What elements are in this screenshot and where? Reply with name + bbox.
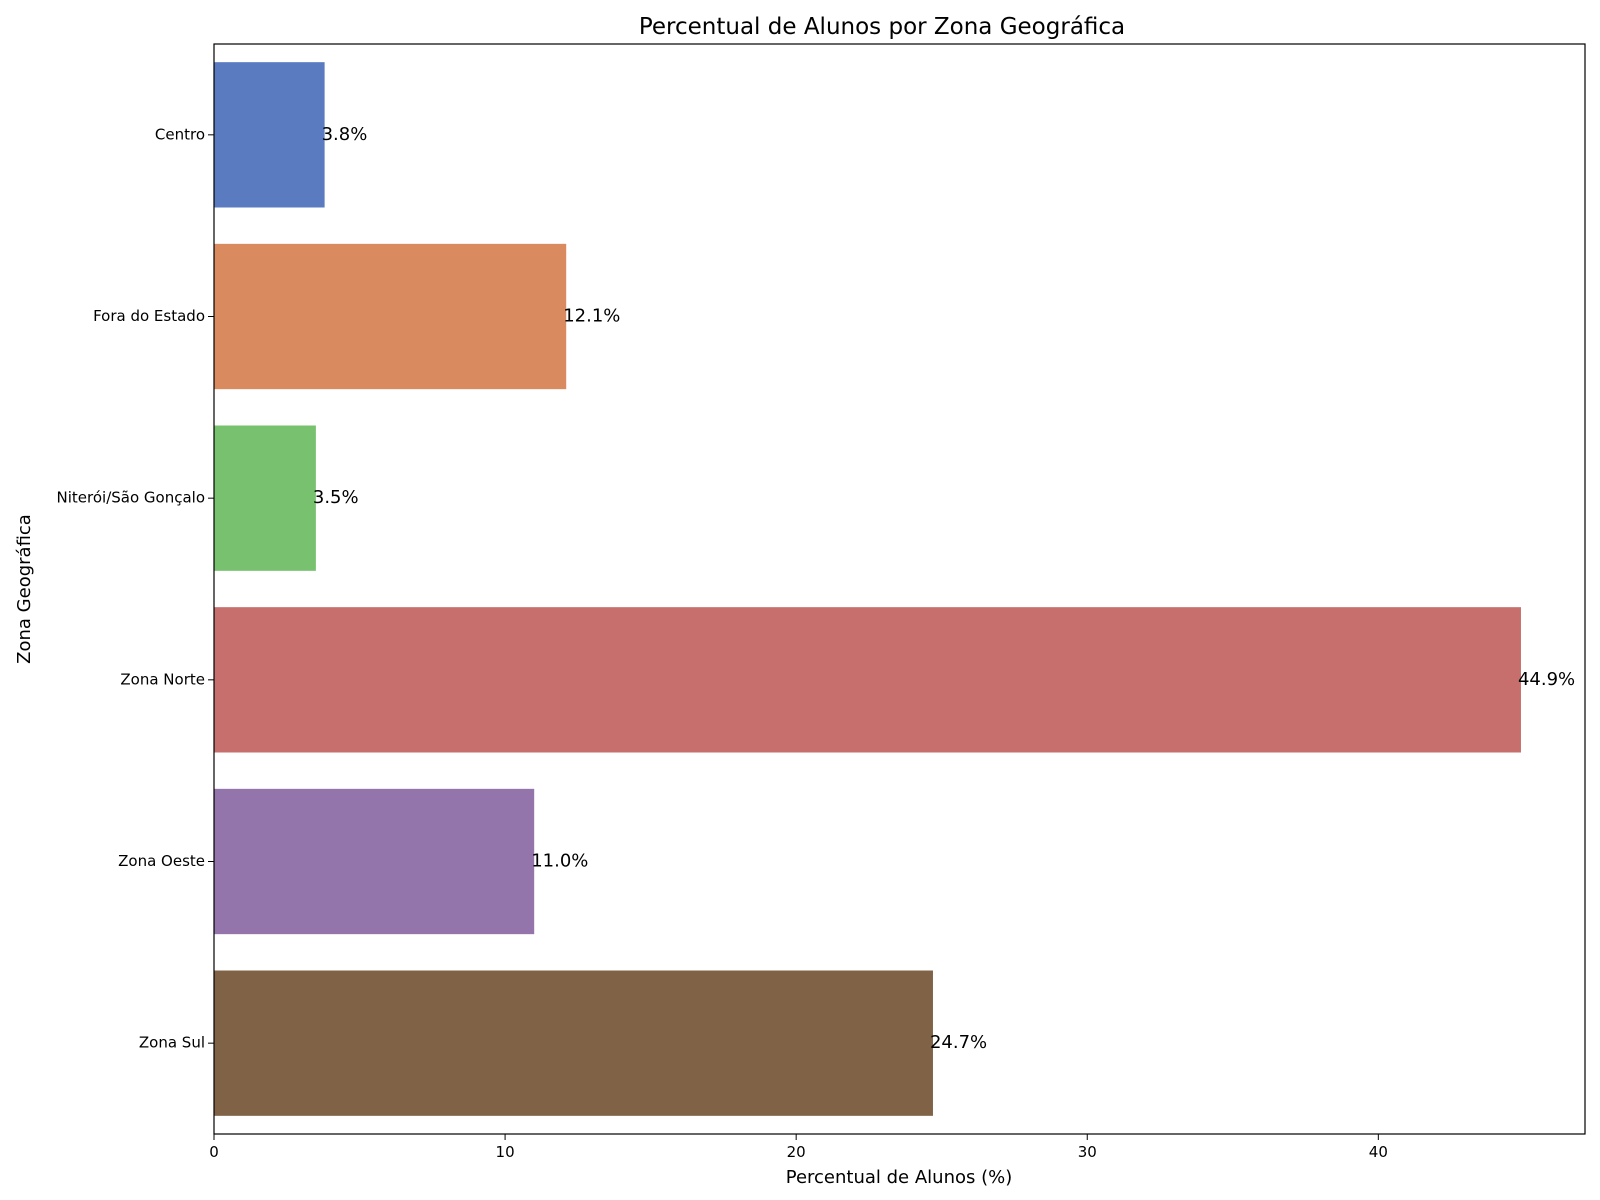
- chart-title: Percentual de Alunos por Zona Geográfica: [639, 14, 1125, 40]
- y-tick-label: Zona Norte: [120, 670, 205, 688]
- y-tick-label: Fora do Estado: [93, 307, 205, 325]
- bar-1: [214, 243, 567, 390]
- bar-0: [214, 62, 325, 208]
- bar-2: [214, 425, 316, 571]
- y-axis-ticks: Centro Fora do Estado Niterói/São Gonçalo Z…: [57, 125, 214, 1052]
- bar-4: [214, 788, 535, 935]
- bar-value-label: 12.1%: [563, 306, 620, 327]
- plot-frame: [213, 43, 1586, 1135]
- bar-value-label: 3.5%: [313, 487, 359, 508]
- bars-group: [214, 62, 1521, 1116]
- y-tick-label: Niterói/São Gonçalo: [57, 489, 205, 507]
- bar-5: [214, 970, 933, 1116]
- data-labels-group: 3.8% 12.1% 3.5% 44.9% 11.0% 24.7%: [313, 124, 1575, 1053]
- x-axis-label: Percentual de Alunos (%): [786, 1167, 1013, 1188]
- y-axis-label: Zona Geográfica: [14, 514, 35, 664]
- x-axis-ticks: 0 10 20 30 40: [209, 1134, 1388, 1161]
- bar-value-label: 44.9%: [1518, 669, 1575, 690]
- bar-3: [214, 607, 1521, 753]
- y-tick-label: Zona Oeste: [118, 852, 205, 870]
- x-tick-label: 0: [209, 1143, 219, 1161]
- x-tick-label: 20: [787, 1143, 806, 1161]
- x-tick-label: 40: [1369, 1143, 1388, 1161]
- bar-value-label: 11.0%: [531, 851, 588, 872]
- bar-value-label: 24.7%: [930, 1032, 987, 1053]
- y-tick-label: Centro: [155, 125, 205, 143]
- y-tick-label: Zona Sul: [139, 1034, 205, 1052]
- x-tick-label: 10: [496, 1143, 515, 1161]
- bar-value-label: 3.8%: [322, 124, 368, 145]
- x-tick-label: 30: [1078, 1143, 1097, 1161]
